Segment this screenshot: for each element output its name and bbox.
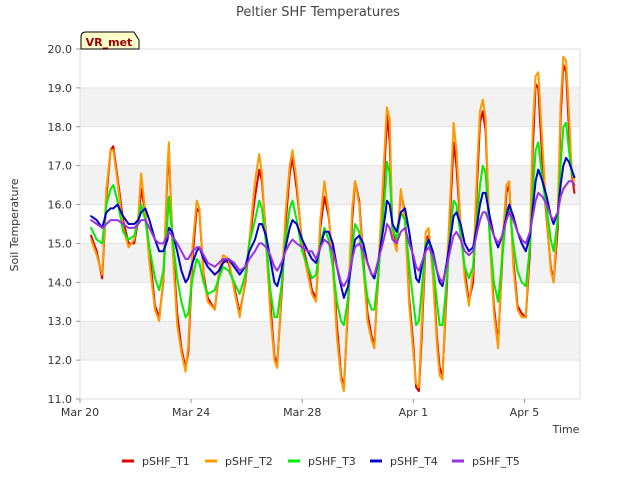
x-tick-label: Mar 28 bbox=[283, 406, 321, 419]
legend-label: pSHF_T2 bbox=[225, 455, 273, 468]
series-line-pshf-t5 bbox=[90, 180, 576, 288]
y-tick-label: 18.0 bbox=[48, 121, 73, 134]
plot-area-border bbox=[79, 48, 581, 400]
x-axis-label: Time bbox=[552, 423, 580, 436]
site-badge: VR_met bbox=[80, 31, 140, 50]
x-tick-label: Mar 24 bbox=[172, 406, 210, 419]
grid-band bbox=[80, 87, 580, 127]
y-tick-label: 17.0 bbox=[48, 160, 73, 173]
y-tick-label: 19.0 bbox=[48, 82, 73, 95]
y-tick-label: 13.0 bbox=[48, 315, 73, 328]
x-tick-label: Mar 20 bbox=[61, 406, 99, 419]
y-tick-label: 16.0 bbox=[48, 199, 73, 212]
y-tick-label: 12.0 bbox=[48, 354, 73, 367]
legend-label: pSHF_T1 bbox=[142, 455, 190, 468]
series-line-pshf-t3 bbox=[90, 121, 576, 327]
y-axis: 11.0 12.0 13.0 14.0 15.0 16.0 17.0 18.0 19.0 20.0 bbox=[48, 43, 80, 406]
legend-label: pSHF_T5 bbox=[472, 455, 520, 468]
legend-label: pSHF_T3 bbox=[308, 455, 356, 468]
x-tick-label: Apr 5 bbox=[510, 406, 540, 419]
x-tick-label: Apr 1 bbox=[399, 406, 429, 419]
y-tick-label: 14.0 bbox=[48, 276, 73, 289]
site-badge-box bbox=[80, 31, 140, 50]
series-lines bbox=[90, 55, 576, 393]
grid-band bbox=[80, 321, 580, 361]
grid-band bbox=[80, 165, 580, 205]
legend-label: pSHF_T4 bbox=[390, 455, 438, 468]
chart-title: Peltier SHF Temperatures bbox=[236, 5, 400, 20]
y-axis-label: Soil Temperature bbox=[8, 178, 21, 271]
legend: pSHF_T1 pSHF_T2 pSHF_T3 pSHF_T4 pSHF_T5 bbox=[122, 455, 520, 468]
y-tick-label: 20.0 bbox=[48, 43, 73, 56]
x-axis: Mar 20 Mar 24 Mar 28 Apr 1 Apr 5 bbox=[61, 399, 539, 419]
y-tick-label: 11.0 bbox=[48, 393, 73, 406]
y-tick-label: 15.0 bbox=[48, 237, 73, 250]
site-badge-label: VR_met bbox=[86, 36, 133, 49]
